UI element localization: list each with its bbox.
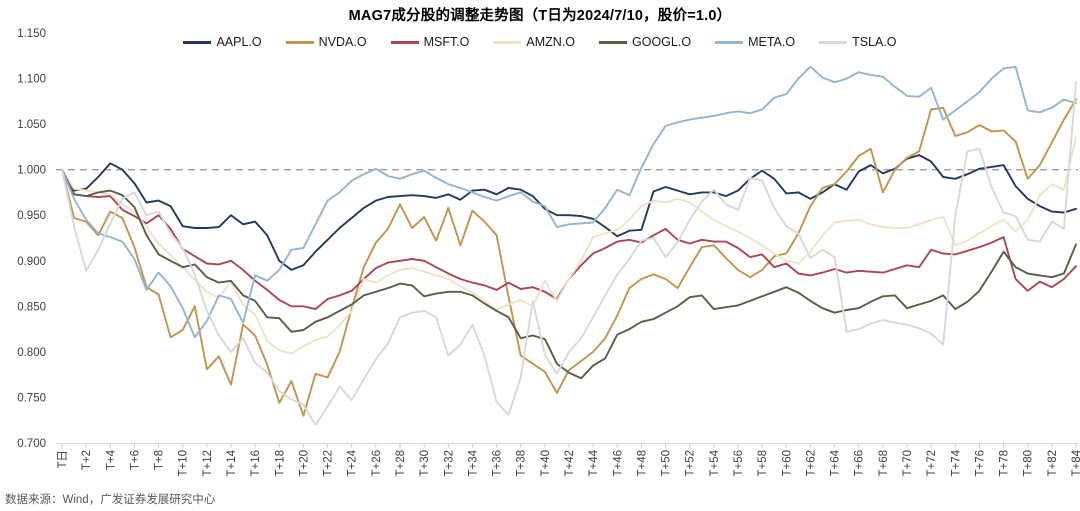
y-tick-label-1.150: 1.150: [17, 28, 46, 40]
x-tick-label-T+42: T+42: [564, 450, 576, 477]
legend-item-AMZN.O: AMZN.O: [493, 35, 575, 49]
y-tick-label-1.000: 1.000: [17, 165, 46, 177]
x-tick-label-T+36: T+36: [492, 450, 504, 477]
series-line-NVDA.O: [61, 98, 1077, 417]
x-tick-label-T日: T日: [57, 450, 69, 469]
x-tick-label-T+56: T+56: [733, 450, 745, 477]
x-tick-label-T+66: T+66: [854, 450, 866, 477]
y-tick-label-0.950: 0.950: [17, 210, 46, 222]
x-tick-label-T+22: T+22: [323, 450, 335, 477]
x-tick-label-T+48: T+48: [636, 450, 648, 477]
x-tick-label-T+68: T+68: [878, 450, 890, 477]
legend-item-NVDA.O: NVDA.O: [285, 35, 367, 49]
x-tick-label-T+4: T+4: [105, 449, 117, 470]
series-line-AAPL.O: [61, 154, 1077, 271]
x-tick-label-T+80: T+80: [1023, 450, 1035, 477]
y-tick-label-0.700: 0.700: [17, 438, 46, 450]
x-tick-label-T+52: T+52: [685, 450, 697, 477]
legend-item-META.O: META.O: [715, 35, 795, 49]
series-line-META.O: [61, 65, 1077, 339]
legend-item-MSFT.O: MSFT.O: [390, 35, 470, 49]
legend-marker-META.O: [715, 40, 744, 44]
y-tick-label-0.850: 0.850: [17, 301, 46, 313]
legend-marker-MSFT.O: [390, 40, 419, 44]
x-tick-label-T+76: T+76: [974, 450, 986, 477]
x-tick-label-T+46: T+46: [612, 450, 624, 477]
x-tick-label-T+34: T+34: [467, 449, 479, 476]
x-tick-label-T+62: T+62: [805, 450, 817, 477]
legend-label-META.O: META.O: [748, 35, 796, 49]
legend-marker-NVDA.O: [285, 40, 314, 44]
legend-label-NVDA.O: NVDA.O: [318, 35, 367, 49]
x-tick-label-T+26: T+26: [371, 450, 383, 477]
y-tick-label-0.800: 0.800: [17, 347, 46, 359]
x-tick-label-T+8: T+8: [154, 450, 166, 470]
x-tick-label-T+2: T+2: [81, 450, 93, 470]
y-tick-label-0.750: 0.750: [17, 392, 46, 404]
chart-title: MAG7成分股的调整走势图（T日为2024/7/10，股价=1.0）: [348, 8, 732, 24]
legend-label-GOOGL.O: GOOGL.O: [632, 35, 692, 49]
x-tick-label-T+54: T+54: [709, 449, 721, 476]
legend-label-AMZN.O: AMZN.O: [526, 35, 576, 49]
y-tick-label-0.900: 0.900: [17, 256, 46, 268]
x-tick-label-T+20: T+20: [298, 450, 310, 477]
series-line-GOOGL.O: [61, 168, 1077, 380]
x-tick-label-T+78: T+78: [999, 450, 1011, 477]
series-line-TSLA.O: [61, 81, 1077, 426]
x-tick-label-T+38: T+38: [516, 450, 528, 477]
x-tick-label-T+82: T+82: [1047, 450, 1059, 477]
y-tick-label-1.050: 1.050: [17, 119, 46, 131]
legend-item-GOOGL.O: GOOGL.O: [599, 35, 691, 49]
legend-marker-GOOGL.O: [599, 40, 628, 44]
x-tick-label-T+44: T+44: [588, 449, 600, 476]
legend-label-TSLA.O: TSLA.O: [852, 35, 897, 49]
x-tick-label-T+72: T+72: [926, 450, 938, 477]
x-tick-label-T+10: T+10: [178, 450, 190, 477]
x-tick-label-T+14: T+14: [226, 449, 238, 476]
x-tick-label-T+6: T+6: [129, 450, 141, 470]
legend-item-TSLA.O: TSLA.O: [819, 35, 897, 49]
legend: AAPL.O NVDA.O MSFT.O AMZN.O GOOGL.O META.O TSL…: [0, 35, 1080, 49]
x-tick-label-T+74: T+74: [950, 449, 962, 476]
legend-label-MSFT.O: MSFT.O: [423, 35, 470, 49]
x-tick-label-T+28: T+28: [395, 450, 407, 477]
x-tick-label-T+50: T+50: [661, 450, 673, 477]
x-tick-label-T+40: T+40: [540, 450, 552, 477]
y-tick-label-1.100: 1.100: [17, 74, 46, 86]
legend-marker-TSLA.O: [819, 40, 848, 44]
x-tick-label-T+18: T+18: [274, 450, 286, 477]
x-tick-label-T+84: T+84: [1071, 449, 1080, 476]
x-tick-label-T+60: T+60: [781, 450, 793, 477]
legend-label-AAPL.O: AAPL.O: [216, 35, 262, 49]
x-tick-label-T+64: T+64: [830, 449, 842, 476]
x-tick-label-T+30: T+30: [419, 450, 431, 477]
x-tick-label-T+24: T+24: [347, 449, 359, 476]
source-note: 数据来源：Wind，广发证券发展研究中心: [5, 494, 216, 506]
legend-marker-AMZN.O: [493, 40, 522, 44]
x-tick-label-T+16: T+16: [250, 450, 262, 477]
x-tick-label-T+12: T+12: [202, 450, 214, 477]
x-tick-label-T+32: T+32: [443, 450, 455, 477]
series-line-MSFT.O: [61, 168, 1077, 311]
x-tick-label-T+58: T+58: [757, 450, 769, 477]
x-tick-label-T+70: T+70: [902, 450, 914, 477]
legend-marker-AAPL.O: [183, 40, 212, 44]
legend-item-AAPL.O: AAPL.O: [183, 35, 262, 49]
